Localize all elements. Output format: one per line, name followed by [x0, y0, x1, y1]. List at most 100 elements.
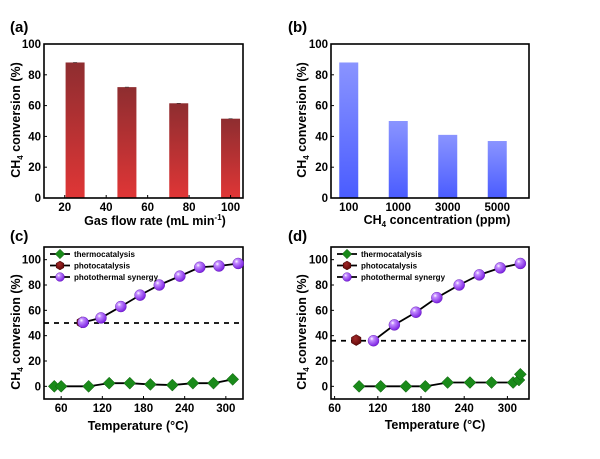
- y-tick-label-d: 60: [315, 305, 328, 317]
- legend-label: photocatalysis: [74, 262, 131, 271]
- data-point-thermocatalysis: [352, 379, 366, 393]
- plot-frame-d: [330, 246, 530, 400]
- y-tick-label-b: 100: [309, 39, 328, 51]
- y-tick-label-b: 20: [315, 162, 328, 174]
- x-tick-label-a: 100: [221, 202, 240, 214]
- plot-frame-a: [43, 43, 244, 199]
- data-point-photothermal-synergy: [213, 260, 225, 272]
- data-point-thermocatalysis: [341, 248, 353, 260]
- data-point-photothermal-synergy: [95, 312, 107, 324]
- y-axis-label-d: CH4 conversion (%): [295, 274, 311, 390]
- y-axis-label-c: CH4 conversion (%): [9, 274, 25, 390]
- data-point-photothermal-synergy: [473, 269, 486, 281]
- x-tick-label-c: 180: [134, 403, 153, 415]
- panel-label-d: (d): [288, 228, 307, 245]
- y-tick-label-a: 20: [28, 162, 41, 174]
- data-point-thermocatalysis: [399, 379, 413, 393]
- data-point-thermocatalysis: [102, 376, 116, 390]
- legend-label: photothermal synergy: [361, 273, 446, 282]
- data-point-thermocatalysis: [226, 373, 240, 386]
- x-axis-label-c: Temperature (°C): [88, 419, 189, 433]
- data-point-thermocatalysis: [165, 378, 179, 392]
- series-line-thermocatalysis: [54, 378, 233, 388]
- y-tick-label-a: 100: [22, 39, 41, 51]
- bar: [221, 118, 241, 198]
- data-point-thermocatalysis: [441, 376, 454, 389]
- x-tick-label-a: 20: [58, 202, 71, 214]
- x-axis-label-b: CH4 concentration (ppm): [364, 213, 511, 229]
- panel-label-c: (c): [10, 228, 28, 245]
- data-point-thermocatalysis: [514, 367, 527, 381]
- x-tick-label-a: 40: [100, 202, 113, 214]
- data-point-photothermal-synergy: [431, 291, 443, 304]
- y-tick-label-c: 80: [28, 280, 41, 292]
- data-point-thermocatalysis: [463, 376, 477, 389]
- y-tick-label-c: 100: [22, 255, 41, 267]
- data-point-photothermal-synergy: [410, 306, 422, 318]
- y-tick-label-b: 40: [315, 131, 328, 143]
- data-point-thermocatalysis: [207, 376, 220, 390]
- y-tick-label-c: 60: [28, 305, 41, 317]
- data-point-thermocatalysis: [144, 378, 157, 391]
- y-tick-label-b: 60: [315, 101, 328, 113]
- y-tick-label-a: 80: [28, 70, 41, 82]
- data-point-thermocatalysis: [485, 376, 498, 389]
- x-tick-label-c: 120: [93, 403, 112, 415]
- x-axis-label-d: Temperature (°C): [385, 418, 486, 432]
- data-point-photothermal-synergy: [367, 335, 380, 347]
- bar: [117, 87, 137, 198]
- y-axis-label-a: CH4 conversion (%): [9, 62, 25, 178]
- data-point-photothermal-synergy: [232, 257, 244, 270]
- bar: [65, 62, 85, 199]
- x-tick-label-b: 1000: [385, 202, 411, 214]
- bar: [487, 141, 507, 198]
- x-axis-label-a: Gas flow rate (mL min-1): [84, 213, 226, 228]
- y-tick-label-a: 60: [28, 101, 41, 113]
- data-point-photothermal-synergy: [342, 272, 352, 282]
- data-point-photocatalysis: [342, 260, 352, 271]
- y-tick-label-a: 0: [35, 193, 41, 205]
- y-tick-label-c: 20: [28, 356, 41, 368]
- data-point-photothermal-synergy: [55, 272, 65, 282]
- data-point-photothermal-synergy: [494, 262, 506, 274]
- bar: [388, 121, 408, 198]
- y-tick-label-b: 80: [315, 70, 328, 82]
- legend-label: thermocatalysis: [361, 250, 422, 259]
- x-tick-label-c: 60: [55, 403, 68, 415]
- x-tick-label-b: 100: [339, 202, 358, 214]
- x-tick-label-a: 60: [141, 202, 154, 214]
- x-tick-label-d: 120: [368, 403, 387, 415]
- data-point-thermocatalysis: [54, 379, 68, 393]
- x-tick-label-a: 80: [183, 202, 196, 214]
- plot-frame-b: [330, 43, 530, 199]
- data-point-photocatalysis: [55, 260, 65, 271]
- y-tick-label-d: 0: [322, 381, 328, 393]
- data-point-photothermal-synergy: [174, 270, 186, 282]
- legend-label: photothermal synergy: [74, 273, 159, 282]
- x-tick-label-d: 180: [411, 403, 430, 415]
- data-point-photothermal-synergy: [388, 319, 401, 331]
- data-point-photothermal-synergy: [194, 261, 206, 273]
- legend-label: photocatalysis: [361, 262, 418, 271]
- data-point-photothermal-synergy: [514, 257, 527, 270]
- data-point-photocatalysis: [351, 334, 362, 346]
- x-tick-label-b: 3000: [435, 202, 461, 214]
- data-point-thermocatalysis: [82, 379, 95, 393]
- legend-label: thermocatalysis: [74, 250, 135, 259]
- data-point-thermocatalysis: [418, 379, 432, 393]
- y-tick-label-a: 40: [28, 131, 41, 143]
- bar: [438, 134, 458, 198]
- y-tick-label-d: 100: [309, 255, 328, 267]
- x-tick-label-d: 240: [455, 403, 474, 415]
- data-point-photothermal-synergy: [453, 279, 465, 291]
- x-tick-label-d: 300: [498, 403, 517, 415]
- bar: [169, 103, 189, 198]
- data-point-photothermal-synergy: [134, 289, 146, 301]
- y-tick-label-c: 0: [35, 381, 41, 393]
- y-tick-label-d: 80: [315, 280, 328, 292]
- y-tick-label-d: 20: [315, 356, 328, 368]
- data-point-thermocatalysis: [374, 379, 388, 393]
- panel-label-b: (b): [288, 19, 307, 36]
- data-point-thermocatalysis: [186, 376, 200, 390]
